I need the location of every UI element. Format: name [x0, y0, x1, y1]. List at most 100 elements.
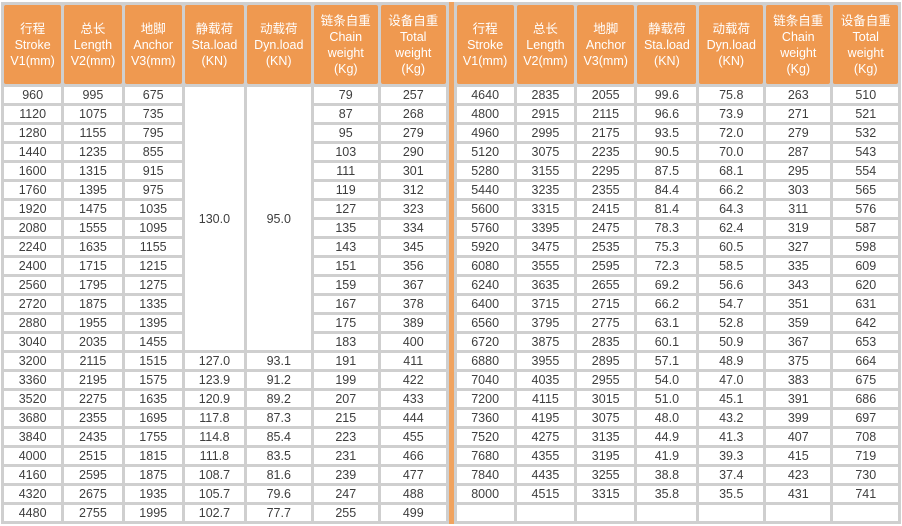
- cell-anchor: 3015: [577, 391, 635, 407]
- cell-dyn-load: 70.0: [699, 144, 764, 160]
- cell-sta-load: 54.0: [637, 372, 697, 388]
- table-row: 8000 4515 3315 35.8 35.5 431 741: [456, 486, 898, 502]
- table-row: 1920 1475 1035 127 323: [4, 201, 446, 217]
- table-row: 7360 4195 3075 48.0 43.2 399 697: [456, 410, 898, 426]
- table-row: 6080 3555 2595 72.3 58.5 335 609: [456, 258, 898, 274]
- cell-sta-load: 69.2: [637, 277, 697, 293]
- table-row: 1760 1395 975 119 312: [4, 182, 446, 198]
- cell-chain-weight: 231: [313, 448, 378, 464]
- cell-total-weight: 587: [833, 220, 898, 236]
- cell-total-weight: [833, 505, 898, 521]
- cell-stroke: 7360: [456, 410, 514, 426]
- cell-chain-weight: 327: [766, 239, 831, 255]
- cell-sta-load: 78.3: [637, 220, 697, 236]
- table-row: 4480 2755 1995 102.7 77.7 255 499: [4, 505, 446, 521]
- table-row: 4640 2835 2055 99.6 75.8 263 510: [456, 87, 898, 103]
- cell-stroke: 6880: [456, 353, 514, 369]
- cell-chain-weight: 295: [766, 163, 831, 179]
- cell-total-weight: 422: [380, 372, 446, 388]
- table-row: 2080 1555 1095 135 334: [4, 220, 446, 236]
- cell-sta-load: 66.2: [637, 296, 697, 312]
- table-row: 3200 2115 1515 127.0 93.1 191 411: [4, 353, 446, 369]
- cell-total-weight: 554: [833, 163, 898, 179]
- cell-length: 2435: [64, 429, 122, 445]
- cell-length: 4195: [516, 410, 575, 426]
- cell-length: 3315: [516, 201, 575, 217]
- column-header-total-weight: 设备自重 Total weight (Kg): [380, 5, 446, 84]
- cell-dyn-load: 75.8: [699, 87, 764, 103]
- cell-anchor: 2895: [577, 353, 635, 369]
- cell-length: 1955: [64, 315, 122, 331]
- cell-stroke: 2080: [4, 220, 62, 236]
- column-header-total-weight: 设备自重 Total weight (Kg): [833, 5, 898, 84]
- cell-sta-load: 57.1: [637, 353, 697, 369]
- cell-stroke: 3680: [4, 410, 62, 426]
- cell-stroke: 4000: [4, 448, 62, 464]
- cell-total-weight: 411: [380, 353, 446, 369]
- cell-anchor: 1155: [124, 239, 182, 255]
- table-row: 4000 2515 1815 111.8 83.5 231 466: [4, 448, 446, 464]
- header-row: 行程 Stroke V1(mm) 总长 Length V2(mm) 地脚 Ancho…: [4, 5, 446, 84]
- cell-sta-load: [637, 505, 697, 521]
- cell-anchor: 855: [124, 144, 182, 160]
- cell-length: 2595: [64, 467, 122, 483]
- cell-length: 1235: [64, 144, 122, 160]
- cell-stroke: 960: [4, 87, 62, 103]
- cell-total-weight: 510: [833, 87, 898, 103]
- table-row: 2560 1795 1275 159 367: [4, 277, 446, 293]
- cell-chain-weight: 143: [313, 239, 378, 255]
- cell-stroke: 1600: [4, 163, 62, 179]
- cell-chain-weight: 319: [766, 220, 831, 236]
- cell-sta-load: 72.3: [637, 258, 697, 274]
- cell-length: 1315: [64, 163, 122, 179]
- cell-stroke: 4320: [4, 486, 62, 502]
- cell-stroke: 7840: [456, 467, 514, 483]
- cell-dyn-load: 47.0: [699, 372, 764, 388]
- cell-stroke: [456, 505, 514, 521]
- cell-dyn-load: 66.2: [699, 182, 764, 198]
- cell-stroke: 6080: [456, 258, 514, 274]
- cell-dyn-load: 58.5: [699, 258, 764, 274]
- cell-sta-load: 38.8: [637, 467, 697, 483]
- cell-dyn-load: 81.6: [246, 467, 311, 483]
- cell-stroke: 4960: [456, 125, 514, 141]
- cell-anchor: 1635: [124, 391, 182, 407]
- cell-total-weight: 719: [833, 448, 898, 464]
- cell-stroke: 1120: [4, 106, 62, 122]
- cell-stroke: 6560: [456, 315, 514, 331]
- table-row: 4320 2675 1935 105.7 79.6 247 488: [4, 486, 446, 502]
- cell-anchor: 735: [124, 106, 182, 122]
- cell-length: 1795: [64, 277, 122, 293]
- table-row: 7520 4275 3135 44.9 41.3 407 708: [456, 429, 898, 445]
- cell-total-weight: 268: [380, 106, 446, 122]
- cell-chain-weight: 255: [313, 505, 378, 521]
- cell-total-weight: 323: [380, 201, 446, 217]
- cell-total-weight: 697: [833, 410, 898, 426]
- cell-stroke: 5920: [456, 239, 514, 255]
- cell-stroke: 7040: [456, 372, 514, 388]
- cell-length: 2755: [64, 505, 122, 521]
- cell-anchor: 2775: [577, 315, 635, 331]
- cell-length: 995: [64, 87, 122, 103]
- cell-sta-load: 63.1: [637, 315, 697, 331]
- cell-chain-weight: 351: [766, 296, 831, 312]
- cell-sta-load: 117.8: [184, 410, 244, 426]
- cell-anchor: 1035: [124, 201, 182, 217]
- cell-chain-weight: 223: [313, 429, 378, 445]
- cell-sta-load: 127.0: [184, 353, 244, 369]
- cell-sta-load: 60.1: [637, 334, 697, 350]
- table-row: 2240 1635 1155 143 345: [4, 239, 446, 255]
- cell-length: 2835: [516, 87, 575, 103]
- table-row: 3360 2195 1575 123.9 91.2 199 422: [4, 372, 446, 388]
- cell-total-weight: 477: [380, 467, 446, 483]
- table-row: 1280 1155 795 95 279: [4, 125, 446, 141]
- cell-dyn-load: 87.3: [246, 410, 311, 426]
- cell-total-weight: 631: [833, 296, 898, 312]
- cell-total-weight: 620: [833, 277, 898, 293]
- table-row: 6240 3635 2655 69.2 56.6 343 620: [456, 277, 898, 293]
- cell-dyn-load: 54.7: [699, 296, 764, 312]
- cell-chain-weight: 159: [313, 277, 378, 293]
- cell-dyn-load: 73.9: [699, 106, 764, 122]
- table-row: 6720 3875 2835 60.1 50.9 367 653: [456, 334, 898, 350]
- table-row: 4960 2995 2175 93.5 72.0 279 532: [456, 125, 898, 141]
